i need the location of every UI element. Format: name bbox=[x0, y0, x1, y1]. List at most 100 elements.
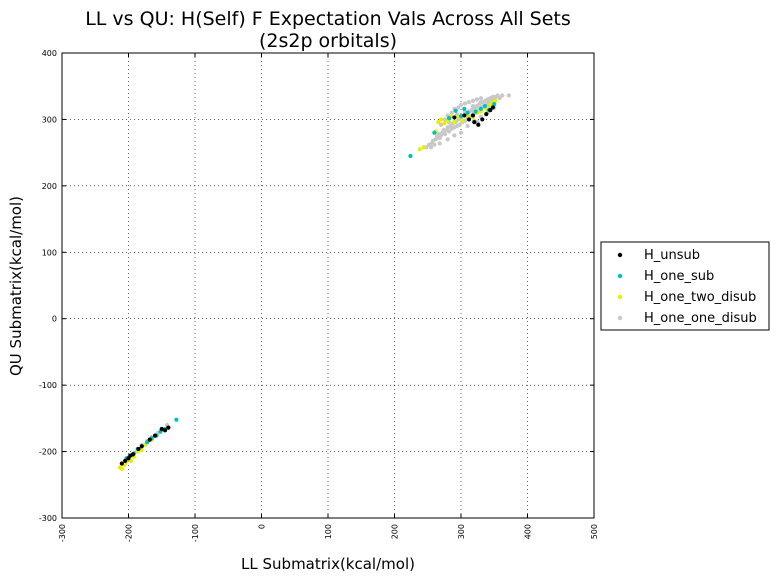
data-point bbox=[478, 106, 484, 111]
chart-title: LL vs QU: H(Self) F Expectation Vals Acr… bbox=[85, 8, 571, 30]
data-point bbox=[473, 109, 478, 114]
data-point bbox=[506, 93, 511, 98]
y-tick-label: -200 bbox=[39, 448, 57, 457]
data-point bbox=[462, 101, 468, 106]
data-point bbox=[159, 426, 164, 432]
data-point bbox=[131, 452, 136, 457]
x-tick-label: 300 bbox=[457, 524, 466, 539]
legend-label: H_one_sub bbox=[644, 269, 714, 284]
y-axis-label: QU Submatrix(kcal/mol) bbox=[7, 196, 25, 376]
data-point bbox=[428, 145, 434, 150]
x-tick-label: 400 bbox=[524, 524, 533, 539]
data-point bbox=[482, 104, 488, 109]
data-point bbox=[442, 121, 447, 126]
data-point bbox=[438, 122, 444, 127]
data-point bbox=[162, 428, 168, 433]
data-point bbox=[497, 96, 502, 101]
data-point bbox=[474, 104, 480, 109]
data-point bbox=[119, 466, 124, 471]
x-tick-label: -300 bbox=[58, 524, 67, 542]
data-point bbox=[456, 105, 461, 110]
legend-label: H_unsub bbox=[644, 248, 700, 263]
data-point bbox=[493, 98, 498, 103]
data-point bbox=[432, 130, 437, 135]
data-point bbox=[174, 417, 179, 422]
data-point bbox=[452, 133, 457, 138]
data-point bbox=[462, 106, 467, 111]
data-point bbox=[119, 461, 124, 466]
data-point bbox=[446, 129, 452, 134]
y-tick-label: 100 bbox=[42, 248, 57, 257]
data-point bbox=[458, 130, 464, 135]
chart-subtitle: (2s2p orbitals) bbox=[259, 30, 397, 52]
data-point bbox=[417, 147, 422, 152]
data-point bbox=[139, 444, 144, 449]
data-point bbox=[470, 104, 476, 109]
data-point bbox=[458, 102, 464, 107]
legend-marker bbox=[617, 273, 623, 279]
grid-lines bbox=[62, 53, 594, 518]
data-point bbox=[480, 117, 485, 122]
legend-marker bbox=[617, 315, 623, 321]
y-tick-label: 300 bbox=[42, 115, 57, 124]
data-point bbox=[470, 98, 476, 103]
data-point bbox=[438, 117, 444, 122]
x-tick-label: 200 bbox=[391, 524, 400, 539]
data-point bbox=[488, 108, 493, 113]
data-point bbox=[476, 122, 481, 127]
y-tick-label: 0 bbox=[52, 315, 57, 324]
x-tick-label: -200 bbox=[125, 524, 134, 542]
data-point bbox=[123, 458, 128, 463]
data-point bbox=[147, 437, 152, 442]
data-point bbox=[458, 114, 464, 119]
data-points bbox=[117, 93, 511, 471]
data-point bbox=[442, 131, 448, 137]
y-tick-label: -100 bbox=[39, 381, 57, 390]
data-point bbox=[449, 110, 454, 115]
x-axis-label: LL Submatrix(kcal/mol) bbox=[241, 555, 415, 573]
data-point bbox=[490, 105, 496, 110]
data-point bbox=[145, 440, 150, 445]
data-point bbox=[488, 102, 493, 107]
data-point bbox=[466, 117, 472, 122]
data-point bbox=[129, 458, 134, 463]
data-point bbox=[484, 112, 489, 117]
data-point bbox=[408, 153, 413, 159]
x-tick-label: -100 bbox=[191, 524, 200, 542]
x-tick-label: 0 bbox=[258, 524, 267, 529]
data-point bbox=[432, 142, 437, 147]
x-tick-label: 100 bbox=[324, 524, 333, 539]
data-point bbox=[478, 96, 484, 101]
legend-label: H_one_one_disub bbox=[644, 311, 757, 326]
data-point bbox=[460, 118, 465, 123]
data-point bbox=[136, 446, 141, 452]
data-point bbox=[474, 97, 480, 102]
legend-box bbox=[600, 241, 770, 331]
data-point bbox=[469, 108, 474, 113]
data-point bbox=[465, 123, 470, 129]
data-point bbox=[421, 145, 426, 150]
data-point bbox=[153, 433, 158, 438]
data-point bbox=[472, 119, 477, 125]
data-point bbox=[492, 102, 497, 107]
data-point bbox=[446, 116, 452, 121]
data-point bbox=[465, 110, 470, 115]
data-point bbox=[453, 108, 458, 113]
legend-marker bbox=[617, 252, 623, 258]
y-tick-label: 200 bbox=[42, 182, 57, 191]
data-point bbox=[466, 100, 472, 105]
data-point bbox=[478, 100, 484, 105]
data-point bbox=[436, 119, 441, 125]
legend: H_unsub H_one_sub H_one_two_disub H_one_one… bbox=[600, 241, 770, 331]
data-point bbox=[457, 122, 462, 127]
data-point bbox=[462, 113, 467, 118]
data-point bbox=[500, 93, 505, 98]
data-point bbox=[445, 137, 450, 142]
axis-ticks: -300 -200 -100 0 100 200 300 400 500 -300 -200 -100… bbox=[39, 49, 599, 542]
data-point bbox=[470, 113, 476, 118]
data-point bbox=[437, 141, 442, 146]
legend-marker bbox=[617, 294, 623, 300]
y-tick-label: 400 bbox=[42, 49, 57, 58]
data-point bbox=[452, 115, 457, 120]
